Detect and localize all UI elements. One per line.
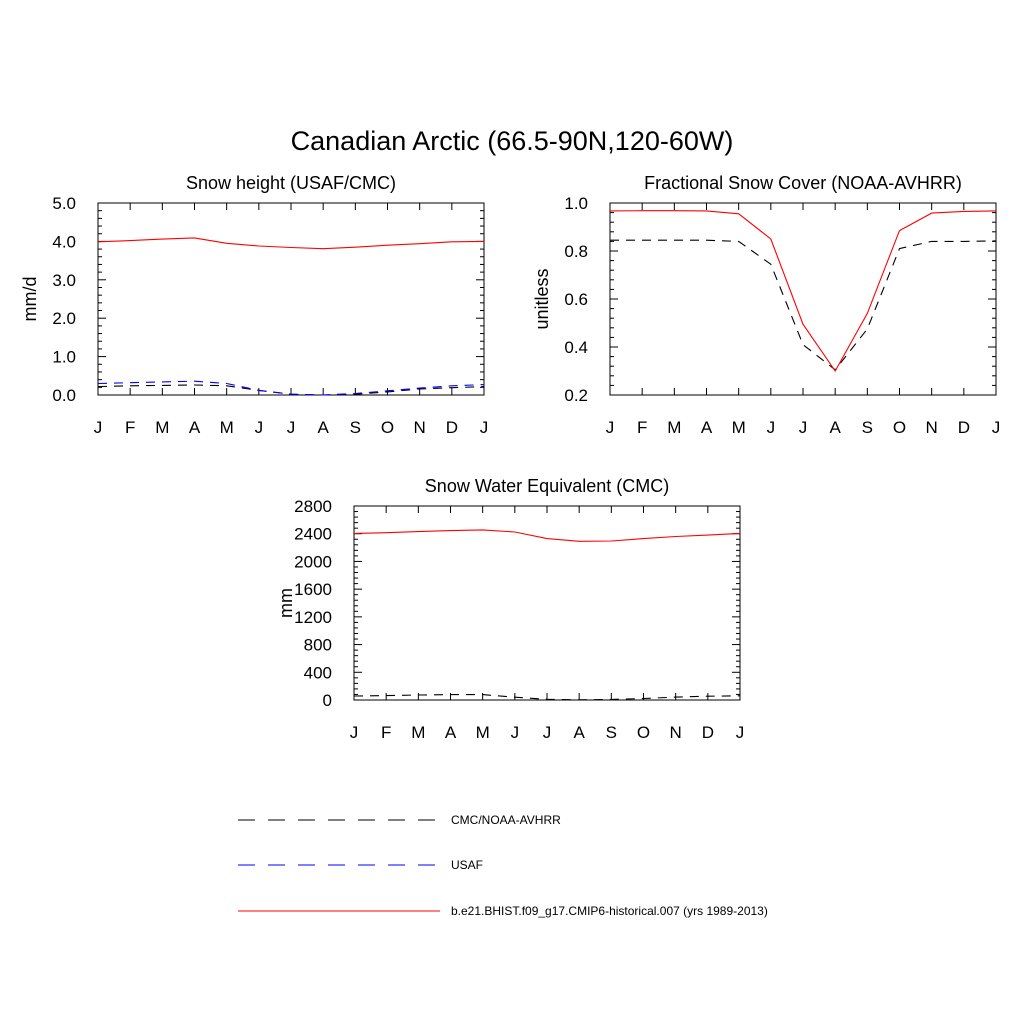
x-tick-label: O [637, 723, 650, 742]
x-tick-label: M [411, 723, 425, 742]
x-tick-label: N [926, 418, 938, 437]
panel-title: Fractional Snow Cover (NOAA-AVHRR) [644, 173, 962, 193]
y-tick-label: 0.2 [564, 386, 588, 405]
legend-label: USAF [451, 858, 483, 872]
x-tick-label: A [573, 723, 585, 742]
legend-label: b.e21.BHIST.f09_g17.CMIP6-historical.007… [451, 904, 768, 918]
y-tick-label: 400 [304, 663, 332, 682]
chart-panel-1: Snow height (USAF/CMC)mm/dJ F M A M J J A S O N D J0… [20, 173, 488, 437]
x-tick-label: N [670, 723, 682, 742]
y-axis-label: mm [276, 588, 296, 618]
x-tick-label: O [893, 418, 906, 437]
y-tick-label: 0.4 [564, 338, 588, 357]
series-line-1 [610, 239, 997, 371]
x-tick-label: F [381, 723, 391, 742]
y-tick-label: 0.8 [564, 242, 588, 261]
plot-frame [97, 202, 485, 396]
x-tick-label: A [445, 723, 457, 742]
panel-title: Snow Water Equivalent (CMC) [425, 476, 669, 496]
y-tick-label: 2.0 [52, 309, 76, 328]
y-tick-label: 0 [323, 691, 332, 710]
x-tick-label: D [702, 723, 714, 742]
y-tick-label: 2000 [294, 552, 332, 571]
x-tick-label: D [958, 418, 970, 437]
y-tick-label: 3.0 [52, 271, 76, 290]
legend-label: CMC/NOAA-AVHRR [451, 813, 561, 827]
y-tick-label: 800 [304, 636, 332, 655]
x-tick-label: M [667, 418, 681, 437]
x-tick-label: A [317, 418, 329, 437]
y-tick-label: 4.0 [52, 232, 76, 251]
legend: CMC/NOAA-AVHRR USAF b.e21.BHIST.f09_g17.CM… [238, 813, 768, 918]
x-tick-label: M [220, 418, 234, 437]
x-tick-label: J [511, 723, 520, 742]
y-tick-label: 0.6 [564, 290, 588, 309]
x-tick-label: M [155, 418, 169, 437]
x-tick-label: J [767, 418, 776, 437]
x-tick-label: M [476, 723, 490, 742]
y-tick-label: 0.0 [52, 386, 76, 405]
x-tick-label: N [414, 418, 426, 437]
x-tick-label: J [543, 723, 552, 742]
series-line-2 [609, 210, 997, 373]
y-tick-label: 2800 [294, 497, 332, 516]
x-tick-label: J [287, 418, 296, 437]
series-line-2 [97, 380, 485, 396]
x-tick-label: J [350, 723, 359, 742]
y-axis-label: mm/d [20, 277, 40, 322]
y-tick-label: 2400 [294, 525, 332, 544]
y-axis-label: unitless [532, 268, 552, 329]
y-tick-label: 5.0 [52, 194, 76, 213]
plot-frame [609, 202, 997, 396]
series-line-2 [353, 529, 741, 542]
chart-panels: Snow height (USAF/CMC)mm/dJ F M A M J J A S O N D J0… [20, 173, 1000, 742]
x-tick-label: O [381, 418, 394, 437]
series-line-3 [97, 237, 485, 250]
y-tick-label: 1600 [294, 580, 332, 599]
y-tick-label: 1.0 [52, 348, 76, 367]
chart-panel-2: Fractional Snow Cover (NOAA-AVHRR) unitle… [532, 173, 1000, 437]
x-tick-label: S [606, 723, 617, 742]
x-tick-label: F [637, 418, 647, 437]
plot-frame [353, 505, 741, 701]
x-tick-label: S [350, 418, 361, 437]
x-tick-label: J [992, 418, 1001, 437]
x-tick-label: J [255, 418, 264, 437]
x-tick-label: A [829, 418, 841, 437]
x-tick-label: M [732, 418, 746, 437]
y-tick-label: 1200 [294, 608, 332, 627]
x-tick-label: J [799, 418, 808, 437]
y-tick-label: 1.0 [564, 194, 588, 213]
series-line-1 [353, 694, 741, 701]
x-tick-label: J [480, 418, 489, 437]
x-tick-label: A [189, 418, 201, 437]
x-tick-label: F [125, 418, 135, 437]
x-tick-label: A [701, 418, 713, 437]
x-tick-label: D [446, 418, 458, 437]
x-tick-label: J [606, 418, 615, 437]
x-tick-label: S [862, 418, 873, 437]
panel-title: Snow height (USAF/CMC) [186, 173, 396, 193]
chart-panel-3: Snow Water Equivalent (CMC)mmJ F M A M J J A S O N… [276, 476, 744, 742]
figure-title: Canadian Arctic (66.5-90N,120-60W) [291, 126, 734, 156]
x-tick-label: J [94, 418, 103, 437]
x-tick-label: J [736, 723, 745, 742]
